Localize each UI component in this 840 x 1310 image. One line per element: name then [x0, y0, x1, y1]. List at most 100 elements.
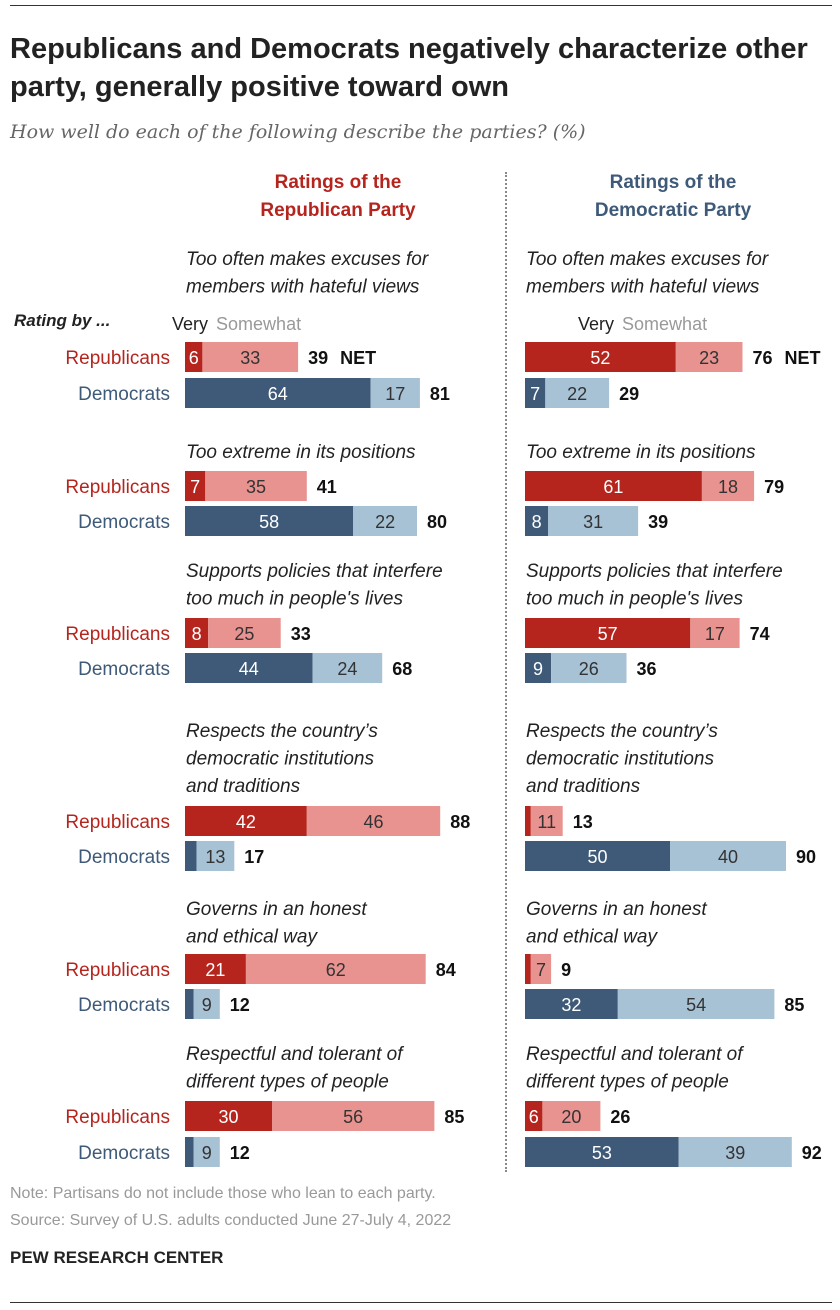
bar-net-value: 85	[444, 1107, 464, 1127]
bar-net-value: 90	[796, 847, 816, 867]
bar-net-value: 84	[436, 960, 456, 980]
bar-very	[185, 954, 246, 984]
item-statement-text: Governs in an honest	[186, 899, 367, 920]
bar-somewhat-value: 24	[337, 659, 357, 679]
bar-somewhat	[312, 653, 383, 683]
bar-somewhat	[670, 841, 786, 871]
bottom-rule	[10, 1302, 832, 1303]
item-statement-text: different types of people	[186, 1072, 389, 1093]
bar-somewhat-value: 23	[699, 348, 719, 368]
bar-somewhat-value: 26	[579, 659, 599, 679]
bar-very-value: 53	[592, 1143, 612, 1163]
item-statement-text: Too often makes excuses for	[526, 249, 769, 270]
panel-divider	[505, 172, 507, 1172]
item-statement-text: Supports policies that interfere	[186, 561, 443, 582]
row-label-democrats: Democrats	[78, 1143, 170, 1164]
bar-somewhat-value: 31	[583, 512, 603, 532]
row-label-democrats: Democrats	[78, 659, 170, 680]
bar-net-value: 79	[764, 477, 784, 497]
item-statement-text: members with hateful views	[186, 277, 420, 298]
bar-very	[525, 806, 531, 836]
bar-net-value: 26	[610, 1107, 630, 1127]
legend-somewhat: Somewhat	[216, 314, 302, 334]
bar-somewhat	[245, 954, 426, 984]
subtitle: How well do each of the following descri…	[10, 121, 586, 143]
bar-net-value: 29	[619, 384, 639, 404]
bar-somewhat-value: 7	[536, 960, 546, 980]
bar-net-value: 80	[427, 512, 447, 532]
bar-very	[185, 506, 354, 536]
bar-very-value: 8	[532, 512, 542, 532]
bar-very-value: 58	[259, 512, 279, 532]
bar-very-value: 64	[268, 384, 288, 404]
bar-somewhat	[370, 378, 420, 408]
bar-net-value: 39	[308, 348, 328, 368]
item-statement-text: and ethical way	[186, 927, 318, 948]
top-rule	[10, 5, 832, 6]
bar-net-value: 33	[291, 624, 311, 644]
item-statement-text: too much in people's lives	[526, 589, 743, 610]
bar-very-value: 42	[236, 812, 256, 832]
item-statement-text: and ethical way	[526, 927, 658, 948]
bar-somewhat-value: 25	[234, 624, 254, 644]
bar-very	[525, 471, 702, 501]
bar-very	[185, 989, 194, 1019]
bar-very	[525, 618, 691, 648]
footer-note: Note: Partisans do not include those who…	[10, 1185, 436, 1202]
bar-somewhat	[193, 1137, 220, 1167]
bar-somewhat	[196, 841, 235, 871]
item-statement-text: too much in people's lives	[186, 589, 403, 610]
bar-somewhat	[617, 989, 775, 1019]
legend-very: Very	[172, 314, 209, 334]
bar-somewhat	[306, 806, 441, 836]
bar-somewhat	[202, 342, 299, 372]
panel-title-line: Democratic Party	[594, 200, 752, 221]
bar-very-value: 7	[190, 477, 200, 497]
bar-very-value: 8	[192, 624, 202, 644]
item-statement-text: democratic institutions	[186, 749, 374, 770]
bar-very	[185, 342, 203, 372]
bar-very-value: 6	[189, 348, 199, 368]
bar-very	[525, 1137, 679, 1167]
item-statement-text: Respectful and tolerant of	[526, 1044, 744, 1065]
bar-net-value: 74	[750, 624, 770, 644]
bar-somewhat	[548, 506, 639, 536]
bar-somewhat	[530, 806, 563, 836]
bar-somewhat-value: 56	[343, 1107, 363, 1127]
panel-title-republican: Ratings of the Republican Party	[188, 169, 488, 225]
bar-very	[525, 506, 549, 536]
bar-very	[525, 378, 546, 408]
bar-very-value: 57	[598, 624, 618, 644]
bar-somewhat-value: 35	[246, 477, 266, 497]
bar-very-value: 7	[530, 384, 540, 404]
legend-very: Very	[578, 314, 615, 334]
item-statement-text: Respects the country’s	[526, 721, 718, 742]
bar-very-value: 6	[529, 1107, 539, 1127]
bar-somewhat-value: 13	[205, 847, 225, 867]
panel-title-democratic: Ratings of the Democratic Party	[523, 169, 823, 225]
bar-somewhat	[353, 506, 417, 536]
row-label-republicans: Republicans	[65, 477, 170, 498]
bar-somewhat-value: 18	[718, 477, 738, 497]
row-label-republicans: Republicans	[65, 960, 170, 981]
legend-right: Very Somewhat	[578, 314, 707, 335]
bar-somewhat-value: 62	[326, 960, 346, 980]
bar-net-value: 88	[450, 812, 470, 832]
bar-somewhat-value: 40	[718, 847, 738, 867]
bar-somewhat	[272, 1101, 435, 1131]
bar-very	[185, 806, 307, 836]
bar-very	[185, 618, 209, 648]
net-suffix-label: NET	[340, 348, 376, 368]
item-statement-text: Too extreme in its positions	[186, 442, 416, 463]
bar-somewhat	[205, 471, 307, 501]
bar-very-value: 52	[590, 348, 610, 368]
bar-net-value: 13	[573, 812, 593, 832]
legend-somewhat: Somewhat	[622, 314, 708, 334]
bar-net-value: 92	[802, 1143, 822, 1163]
bar-somewhat-value: 46	[363, 812, 383, 832]
bar-net-value: 41	[317, 477, 337, 497]
row-label-democrats: Democrats	[78, 847, 170, 868]
bar-net-value: 17	[244, 847, 264, 867]
bar-somewhat	[208, 618, 281, 648]
brand-logo-text: PEW RESEARCH CENTER	[10, 1248, 224, 1267]
